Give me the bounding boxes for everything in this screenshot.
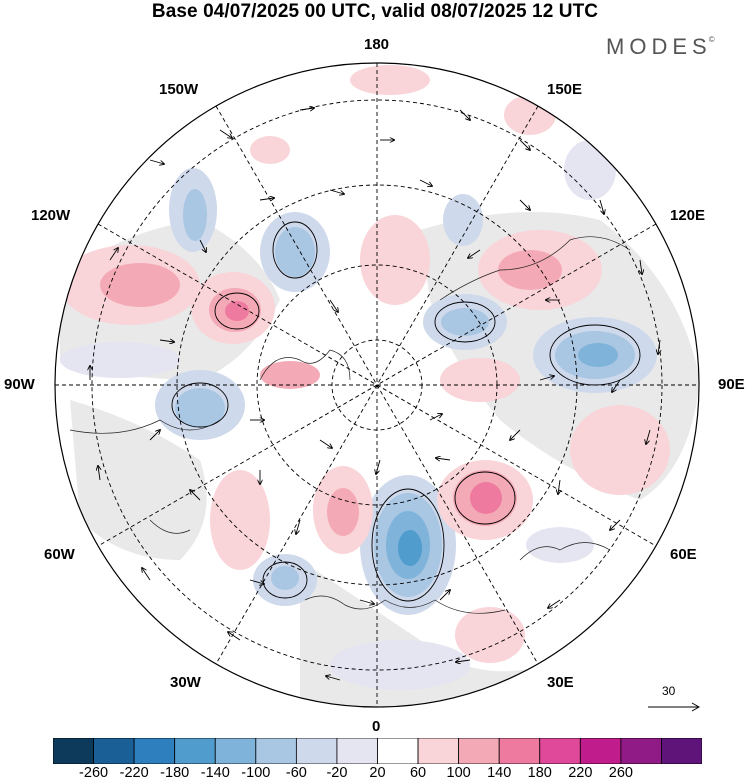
- wind-vectors: [90, 108, 660, 681]
- colorbar-tick-label: 180: [527, 765, 552, 781]
- colorbar-segment: [255, 738, 297, 764]
- colorbar-segment: [661, 738, 702, 764]
- colorbar-tick-label: 140: [487, 765, 512, 781]
- anomaly-field: [55, 63, 699, 707]
- colorbar-tick-label: -140: [200, 765, 230, 781]
- colorbar-segment: [336, 738, 378, 764]
- colorbar-tick-label: -220: [119, 765, 149, 781]
- colorbar-tick-label: -100: [241, 765, 271, 781]
- coastlines: [69, 236, 631, 614]
- brand-mark: ©: [708, 35, 715, 44]
- colorbar: [53, 738, 702, 764]
- colorbar-segment: [417, 738, 460, 764]
- meridian-label-120w: 120W: [31, 207, 71, 224]
- meridian-label-120e: 120E: [670, 207, 706, 224]
- colorbar-segment: [133, 738, 176, 764]
- colorbar-segment: [498, 738, 541, 764]
- colorbar-tick-label: 260: [608, 765, 633, 781]
- colorbar-tick-label: -260: [79, 765, 109, 781]
- colorbar-segment: [620, 738, 662, 764]
- brand-logo: MODES©: [606, 34, 715, 60]
- meridian-label-150e: 150E: [547, 81, 583, 98]
- reference-vector-value: 30: [662, 684, 676, 698]
- brand-name: MODES: [606, 34, 712, 59]
- positive-anomalies: [60, 65, 670, 663]
- meridian-label-0: 0: [372, 718, 381, 735]
- colorbar-tick-label: -60: [285, 765, 307, 781]
- colorbar-segment: [539, 738, 581, 764]
- map-boundary: [54, 62, 700, 708]
- colorbar-segment: [53, 738, 94, 764]
- colorbar-tick-label: 100: [446, 765, 471, 781]
- colorbar-tick-label: -20: [326, 765, 348, 781]
- meridian-label-90w: 90W: [4, 376, 35, 393]
- meridian-label-60w: 60W: [44, 546, 75, 563]
- colorbar-tick-label: -180: [160, 765, 190, 781]
- meridian-label-90e: 90E: [718, 376, 745, 393]
- graticule: [55, 63, 699, 707]
- colorbar-segment: [174, 738, 216, 764]
- colorbar-tick-label: 60: [409, 765, 427, 781]
- meridian-label-150w: 150W: [159, 81, 199, 98]
- colorbar-tick-label: 220: [568, 765, 593, 781]
- meridian-label-180: 180: [364, 36, 390, 53]
- arrow-right-icon: [648, 702, 701, 712]
- colorbar-segment: [295, 738, 338, 764]
- colorbar-segment: [377, 738, 419, 764]
- colorbar-tick-label: 20: [369, 765, 386, 781]
- meridian-label-30e: 30E: [547, 674, 574, 691]
- meridian-label-30w: 30W: [170, 674, 201, 691]
- map-title: Base 04/07/2025 00 UTC, valid 08/07/2025…: [151, 1, 599, 22]
- colorbar-segment: [214, 738, 257, 764]
- meridian-label-60e: 60E: [670, 546, 697, 563]
- negative-anomalies: [60, 140, 657, 690]
- colorbar-segment: [93, 738, 135, 764]
- contour-lines: [171, 221, 641, 602]
- colorbar-segment: [579, 738, 622, 764]
- colorbar-segment: [458, 738, 500, 764]
